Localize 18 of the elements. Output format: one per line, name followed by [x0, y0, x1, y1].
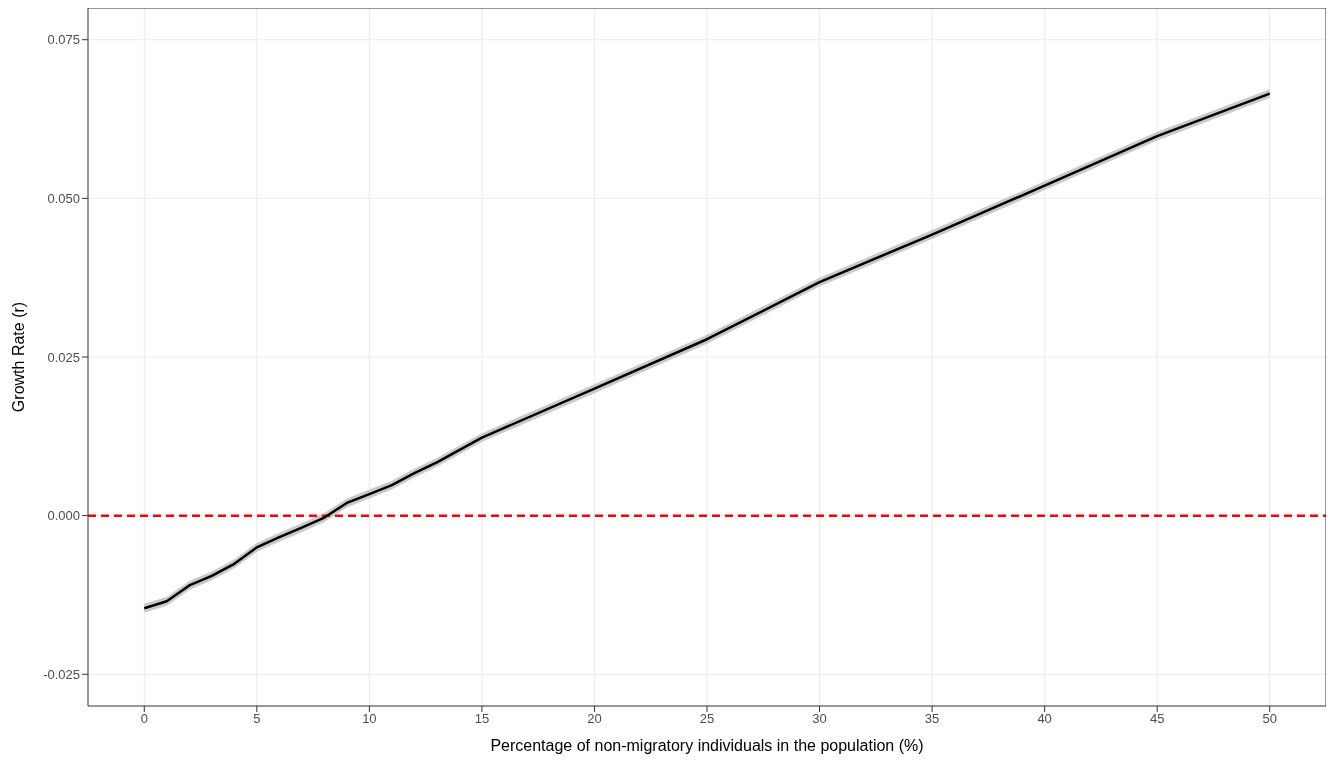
x-tick-label: 10: [362, 711, 377, 727]
x-tick-label: 20: [587, 711, 602, 727]
y-axis-title: Growth Rate (r): [9, 301, 27, 413]
y-tick-label: 0.075: [47, 32, 80, 48]
y-tick-label: -0.025: [43, 666, 80, 682]
x-tick-label: 40: [1037, 711, 1052, 727]
x-axis-title: Percentage of non-migratory individuals in the population (%): [490, 737, 924, 754]
y-tick-label: 0.000: [47, 508, 80, 524]
x-tick-label: 30: [812, 711, 827, 727]
x-tick-label: 25: [699, 711, 715, 727]
x-tick-label: 50: [1262, 711, 1277, 727]
x-tick-label: 5: [253, 711, 261, 727]
x-tick-label: 15: [474, 711, 490, 727]
x-tick-label: 45: [1149, 711, 1165, 727]
y-tick-label: 0.025: [47, 349, 80, 365]
x-tick-label: 35: [924, 711, 940, 727]
x-tick-label: 0: [140, 711, 148, 727]
y-tick-label: 0.050: [47, 190, 80, 206]
